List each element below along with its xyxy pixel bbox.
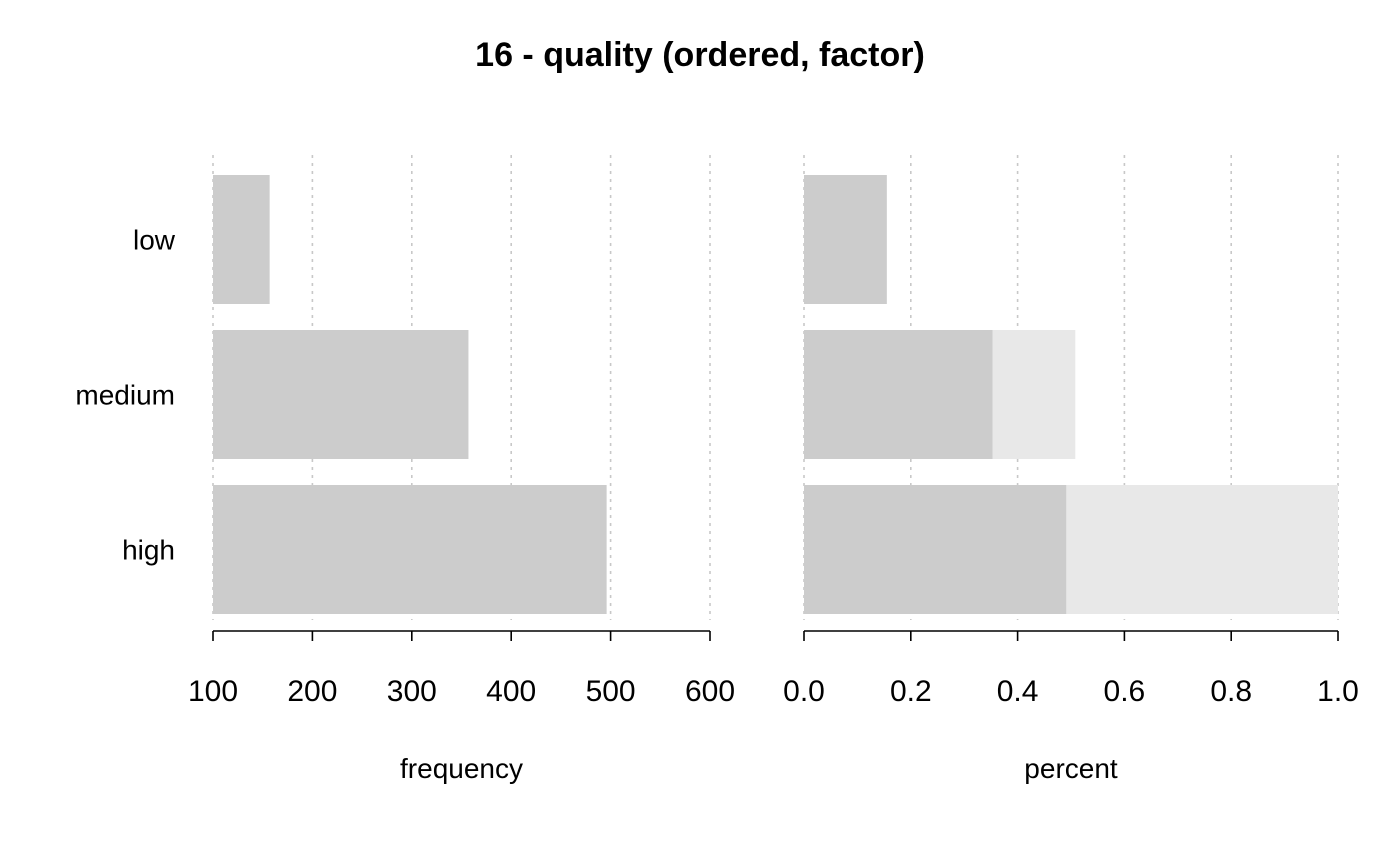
frequency-tick-label: 400 bbox=[486, 675, 536, 708]
category-label-medium: medium bbox=[75, 380, 175, 411]
percent-bar-low bbox=[804, 175, 887, 304]
percent-bar-high bbox=[804, 485, 1067, 614]
percent-tick-label: 0.4 bbox=[997, 675, 1039, 708]
percent-tick-label: 0.2 bbox=[890, 675, 932, 708]
frequency-bar-low bbox=[213, 175, 270, 304]
frequency-tick-label: 300 bbox=[387, 675, 437, 708]
percent-axis-label: percent bbox=[1024, 753, 1118, 784]
percent-tick-label: 0.6 bbox=[1104, 675, 1146, 708]
category-label-low: low bbox=[133, 225, 176, 256]
frequency-tick-label: 100 bbox=[188, 675, 238, 708]
frequency-tick-label: 500 bbox=[586, 675, 636, 708]
percent-tick-label: 1.0 bbox=[1317, 675, 1359, 708]
percent-bar-medium bbox=[804, 330, 993, 459]
frequency-panel: 100 200 300 400 500 600 frequency low medium high bbox=[75, 155, 735, 784]
frequency-tick-label: 200 bbox=[287, 675, 337, 708]
frequency-bar-high bbox=[213, 485, 607, 614]
frequency-tick-label: 600 bbox=[685, 675, 735, 708]
percent-tick-label: 0.0 bbox=[783, 675, 825, 708]
chart-title: 16 - quality (ordered, factor) bbox=[475, 36, 925, 74]
category-label-high: high bbox=[122, 535, 175, 566]
percent-panel: 0.0 0.2 0.4 0.6 0.8 1.0 percent bbox=[783, 155, 1359, 784]
percent-tick-label: 0.8 bbox=[1210, 675, 1252, 708]
frequency-bar-medium bbox=[213, 330, 469, 459]
frequency-axis-label: frequency bbox=[400, 753, 523, 784]
